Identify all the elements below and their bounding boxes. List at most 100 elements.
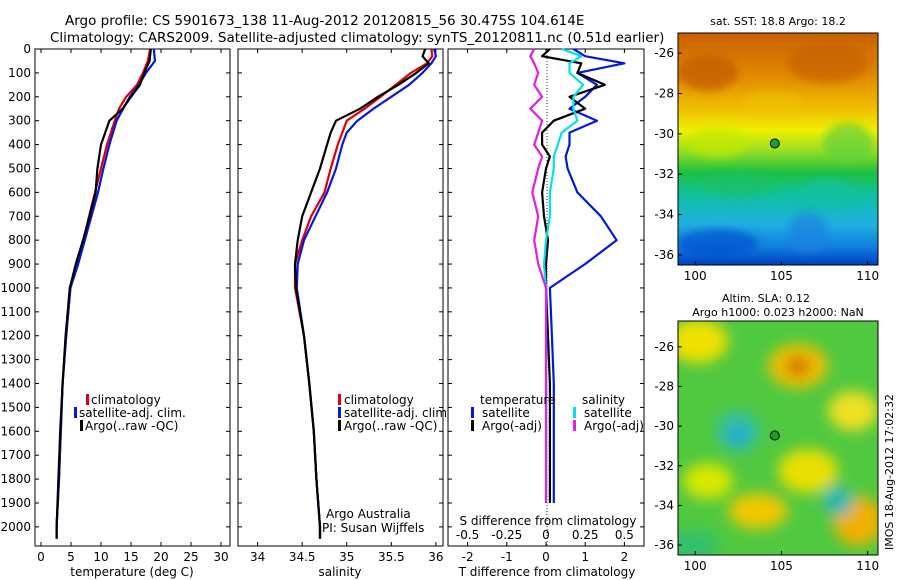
legend-text-s-satellite: satellite (584, 406, 632, 420)
series-line-temperature-argo (540, 48, 606, 503)
map-y-tick-label: -26 (654, 340, 674, 354)
map-x-tick-label: 100 (684, 559, 707, 573)
depth-tick-label: 600 (8, 185, 31, 199)
series-line-temperature-satellite (548, 48, 626, 503)
x-tick-label: -1 (501, 550, 513, 564)
x-tick-label: 30 (213, 550, 228, 564)
legend-swatch-satellite (338, 407, 341, 418)
depth-tick-label: 1900 (0, 496, 31, 510)
map-x-tick-label: 105 (770, 559, 793, 573)
depth-tick-label: 1400 (0, 377, 31, 391)
legend-swatch-s-satellite (573, 407, 576, 418)
map-y-tick-label: -36 (654, 538, 674, 552)
legend-swatch-s-argo (573, 420, 576, 431)
map-y-tick-label: -32 (654, 167, 674, 181)
sst-patch (698, 171, 778, 195)
legend-swatch-climatology (338, 394, 341, 405)
map-x-tick-label: 110 (856, 559, 879, 573)
sst-map-title: sat. SST: 18.8 Argo: 18.2 (710, 15, 846, 28)
depth-tick-label: 700 (8, 209, 31, 223)
depth-tick-label: 200 (8, 90, 31, 104)
legend-swatch-t-satellite (471, 407, 474, 418)
sla-patch (828, 391, 878, 431)
sst-patch (678, 55, 738, 91)
depth-tick-label: 1100 (0, 305, 31, 319)
sla-patch (678, 321, 728, 363)
depth-tick-label: 1500 (0, 400, 31, 414)
depth-tick-label: 1800 (0, 472, 31, 486)
salinity-note-1: Argo Australia (326, 507, 411, 521)
sla-heatmap (678, 321, 878, 555)
depth-tick-label: 1200 (0, 329, 31, 343)
depth-tick-label: 1600 (0, 424, 31, 438)
sst-heatmap (678, 33, 878, 265)
x-tick-label: 0 (542, 550, 550, 564)
sst-patch (688, 128, 748, 158)
map-x-tick-label: 105 (770, 269, 793, 283)
map-y-tick-label: -32 (654, 459, 674, 473)
sst-map-ticks: 100 105 110 -26 -28 -30 -32 -34 -36 (654, 46, 879, 283)
salinity-xlabel: salinity (318, 565, 361, 579)
depth-tick-label: 100 (8, 66, 31, 80)
legend-swatch-satellite (74, 407, 77, 418)
sst-patch (798, 179, 858, 207)
legend-swatch-argo (80, 420, 83, 431)
s-tick-label: 0 (542, 528, 550, 542)
series-line-salinity-argo_salt (529, 48, 548, 503)
map-y-tick-label: -34 (654, 208, 674, 222)
depth-tick-label: 500 (8, 161, 31, 175)
map-y-tick-label: -28 (654, 379, 674, 393)
temperature-panel: 0100200300400500600700800900100011001200… (0, 42, 231, 579)
sla-patch (786, 356, 810, 376)
x-tick-label: 34.5 (289, 550, 316, 564)
difference-ticks: -2 -1 0 1 2 (448, 48, 644, 564)
legend-text-climatology: climatology (91, 393, 161, 407)
sla-texture (678, 321, 878, 555)
legend-text-s-argo: Argo(-adj) (584, 419, 644, 433)
depth-tick-label: 300 (8, 114, 31, 128)
legend-title-salinity: salinity (582, 393, 625, 407)
temperature-ticks: 0100200300400500600700800900100011001200… (0, 42, 230, 564)
s-tick-labels: -0.5 -0.25 0 0.25 0.5 (456, 528, 634, 542)
legend-text-t-satellite: satellite (482, 406, 530, 420)
sla-map-panel: Altim. SLA: 0.12 Argo h1000: 0.023 h2000… (654, 292, 879, 573)
sst-map-axes (677, 32, 879, 266)
imos-timestamp: IMOS 18-Aug-2012 17:02:32 (883, 394, 896, 550)
x-tick-label: 1 (581, 550, 589, 564)
temperature-lines (55, 48, 157, 539)
sla-patch (730, 426, 746, 446)
sla-patch (728, 493, 788, 529)
depth-tick-label: 0 (23, 42, 31, 56)
sst-map-panel: sat. SST: 18.8 Argo: 18.2 (654, 15, 879, 283)
sla-patch (678, 531, 718, 555)
map-y-tick-label: -34 (654, 498, 674, 512)
legend-text-satellite: satellite-adj. clim. (79, 406, 186, 420)
sla-map-ticks: 100 105 110 -26 -28 -30 -32 -34 -36 (654, 340, 879, 573)
x-tick-label: 2 (621, 550, 629, 564)
s-tick-label: 0.5 (615, 528, 634, 542)
x-tick-label: 34 (250, 550, 265, 564)
x-tick-label: 15 (123, 550, 138, 564)
argo-position-marker (769, 138, 780, 149)
depth-tick-label: 800 (8, 233, 31, 247)
sst-patch (788, 43, 868, 83)
sst-patch (678, 229, 758, 257)
difference-xlabel: T difference from climatology (458, 565, 636, 579)
map-y-tick-label: -30 (654, 127, 674, 141)
x-tick-label: 25 (183, 550, 198, 564)
s-tick-label: 0.25 (572, 528, 599, 542)
x-tick-label: 10 (93, 550, 108, 564)
legend-swatch-t-argo (471, 420, 474, 431)
sst-patch (743, 91, 803, 115)
title-line2: Climatology: CARS2009. Satellite-adjuste… (50, 30, 664, 46)
x-tick-label: 20 (153, 550, 168, 564)
argo-position-marker (769, 430, 780, 441)
sla-patch (823, 486, 853, 516)
sla-map-title: Altim. SLA: 0.12 (722, 292, 810, 305)
sst-texture (678, 43, 873, 257)
temperature-axes (34, 48, 231, 547)
title-line1: Argo profile: CS 5901673_138 11-Aug-2012… (65, 13, 584, 29)
sst-patch (788, 213, 828, 253)
difference-panel: -2 -1 0 1 2 S difference from climatology T … (447, 47, 645, 579)
